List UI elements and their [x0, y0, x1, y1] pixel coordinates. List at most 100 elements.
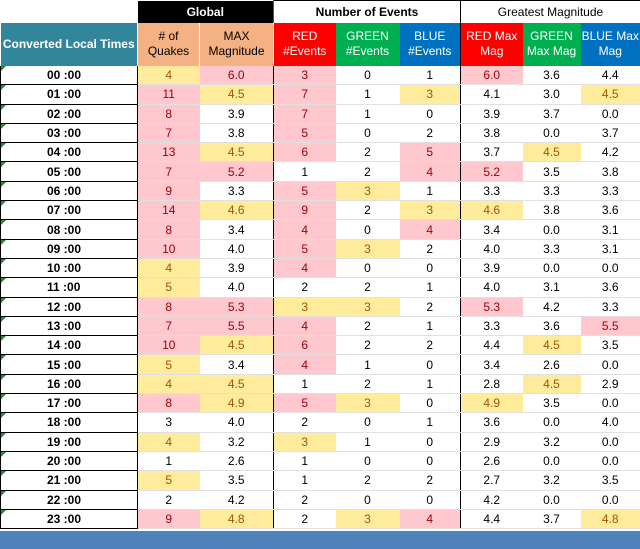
red-events-cell[interactable]: 3	[273, 297, 336, 317]
red-events-cell[interactable]: 6	[273, 142, 336, 163]
max-magnitude-cell[interactable]: 3.9	[199, 104, 274, 124]
blue-max-mag-cell[interactable]: 0.0	[580, 490, 640, 510]
green-max-mag-cell[interactable]: 0.0	[522, 219, 581, 240]
red-max-mag-cell[interactable]: 4.1	[460, 84, 523, 105]
green-events-cell[interactable]: 1	[335, 104, 400, 124]
time-cell[interactable]: 16 :00	[0, 374, 138, 395]
blue-max-mag-cell[interactable]: 2.9	[580, 374, 640, 395]
red-events-cell[interactable]: 2	[273, 490, 336, 510]
time-cell[interactable]: 01 :00	[0, 84, 138, 105]
num-quakes-cell[interactable]: 4	[137, 258, 200, 279]
red-events-cell[interactable]: 5	[273, 181, 336, 202]
blue-max-mag-cell[interactable]: 0.0	[580, 354, 640, 375]
blue-events-cell[interactable]: 0	[399, 354, 461, 375]
blue-events-cell[interactable]: 0	[399, 393, 461, 414]
red-max-mag-cell[interactable]: 3.6	[460, 412, 523, 433]
red-events-cell[interactable]: 7	[273, 104, 336, 124]
green-events-cell[interactable]: 3	[335, 297, 400, 317]
red-events-cell[interactable]: 1	[273, 470, 336, 491]
blue-max-mag-cell[interactable]: 3.7	[580, 123, 640, 144]
num-quakes-cell[interactable]: 10	[137, 239, 200, 259]
time-cell[interactable]: 20 :00	[0, 451, 138, 472]
blue-events-cell[interactable]: 1	[399, 374, 461, 395]
green-max-mag-cell[interactable]: 0.0	[522, 258, 581, 279]
time-cell[interactable]: 03 :00	[0, 123, 138, 144]
blue-max-mag-cell[interactable]: 4.8	[580, 509, 640, 530]
blue-events-cell[interactable]: 2	[399, 123, 461, 144]
green-max-mag-cell[interactable]: 4.5	[522, 374, 581, 395]
red-max-mag-cell[interactable]: 2.6	[460, 451, 523, 472]
red-max-mag-cell[interactable]: 4.4	[460, 509, 523, 530]
num-quakes-cell[interactable]: 8	[137, 219, 200, 240]
time-cell[interactable]: 15 :00	[0, 354, 138, 375]
num-quakes-cell[interactable]: 8	[137, 393, 200, 414]
green-max-mag-cell[interactable]: 3.6	[522, 65, 581, 86]
green-events-cell[interactable]: 2	[335, 161, 400, 182]
green-events-cell[interactable]: 0	[335, 65, 400, 86]
blue-events-cell[interactable]: 5	[399, 142, 461, 163]
blue-events-cell[interactable]: 3	[399, 84, 461, 105]
max-magnitude-cell[interactable]: 3.9	[199, 258, 274, 279]
time-cell[interactable]: 10 :00	[0, 258, 138, 279]
num-quakes-cell[interactable]: 9	[137, 509, 200, 530]
num-quakes-cell[interactable]: 4	[137, 65, 200, 86]
blue-max-mag-cell[interactable]: 4.0	[580, 412, 640, 433]
blue-events-cell[interactable]: 1	[399, 65, 461, 86]
num-quakes-cell[interactable]: 5	[137, 354, 200, 375]
green-events-cell[interactable]: 2	[335, 200, 400, 221]
green-max-mag-cell[interactable]: 3.0	[522, 84, 581, 105]
red-max-mag-cell[interactable]: 3.7	[460, 142, 523, 163]
max-magnitude-cell[interactable]: 4.2	[199, 490, 274, 510]
green-events-cell[interactable]: 0	[335, 490, 400, 510]
red-events-cell[interactable]: 6	[273, 335, 336, 356]
num-quakes-cell[interactable]: 7	[137, 316, 200, 337]
blue-events-cell[interactable]: 4	[399, 219, 461, 240]
max-magnitude-cell[interactable]: 5.3	[199, 297, 274, 317]
green-max-mag-cell[interactable]: 0.0	[522, 451, 581, 472]
green-events-cell[interactable]: 0	[335, 412, 400, 433]
time-cell[interactable]: 09 :00	[0, 239, 138, 259]
blue-max-mag-cell[interactable]: 0.0	[580, 451, 640, 472]
red-max-mag-cell[interactable]: 5.3	[460, 297, 523, 317]
green-events-cell[interactable]: 2	[335, 374, 400, 395]
blue-max-mag-cell[interactable]: 3.1	[580, 219, 640, 240]
max-magnitude-cell[interactable]: 4.5	[199, 142, 274, 163]
num-quakes-cell[interactable]: 8	[137, 104, 200, 124]
blue-events-cell[interactable]: 0	[399, 104, 461, 124]
time-cell[interactable]: 17 :00	[0, 393, 138, 414]
red-events-cell[interactable]: 2	[273, 277, 336, 298]
green-events-cell[interactable]: 2	[335, 470, 400, 491]
red-max-mag-cell[interactable]: 3.9	[460, 258, 523, 279]
num-quakes-cell[interactable]: 7	[137, 161, 200, 182]
green-events-cell[interactable]: 0	[335, 123, 400, 144]
red-max-mag-cell[interactable]: 2.9	[460, 432, 523, 452]
blue-events-cell[interactable]: 0	[399, 490, 461, 510]
green-events-cell[interactable]: 2	[335, 316, 400, 337]
blue-events-cell[interactable]: 1	[399, 181, 461, 202]
blue-max-mag-cell[interactable]: 4.4	[580, 65, 640, 86]
num-quakes-cell[interactable]: 1	[137, 451, 200, 472]
green-events-cell[interactable]: 2	[335, 335, 400, 356]
green-max-mag-cell[interactable]: 4.2	[522, 297, 581, 317]
green-events-cell[interactable]: 0	[335, 219, 400, 240]
blue-max-mag-cell[interactable]: 0.0	[580, 432, 640, 452]
time-cell[interactable]: 19 :00	[0, 432, 138, 452]
red-max-mag-cell[interactable]: 3.3	[460, 316, 523, 337]
red-events-cell[interactable]: 1	[273, 161, 336, 182]
blue-events-cell[interactable]: 2	[399, 297, 461, 317]
blue-events-cell[interactable]: 0	[399, 432, 461, 452]
red-max-mag-cell[interactable]: 4.0	[460, 239, 523, 259]
num-quakes-cell[interactable]: 5	[137, 277, 200, 298]
blue-events-cell[interactable]: 1	[399, 316, 461, 337]
red-events-cell[interactable]: 3	[273, 65, 336, 86]
green-max-mag-cell[interactable]: 3.7	[522, 104, 581, 124]
num-quakes-cell[interactable]: 3	[137, 412, 200, 433]
red-events-cell[interactable]: 5	[273, 393, 336, 414]
red-events-cell[interactable]: 7	[273, 84, 336, 105]
red-max-mag-cell[interactable]: 3.3	[460, 181, 523, 202]
green-events-cell[interactable]: 3	[335, 509, 400, 530]
green-max-mag-cell[interactable]: 4.5	[522, 335, 581, 356]
red-events-cell[interactable]: 4	[273, 354, 336, 375]
green-max-mag-cell[interactable]: 3.5	[522, 393, 581, 414]
red-max-mag-cell[interactable]: 6.0	[460, 65, 523, 86]
